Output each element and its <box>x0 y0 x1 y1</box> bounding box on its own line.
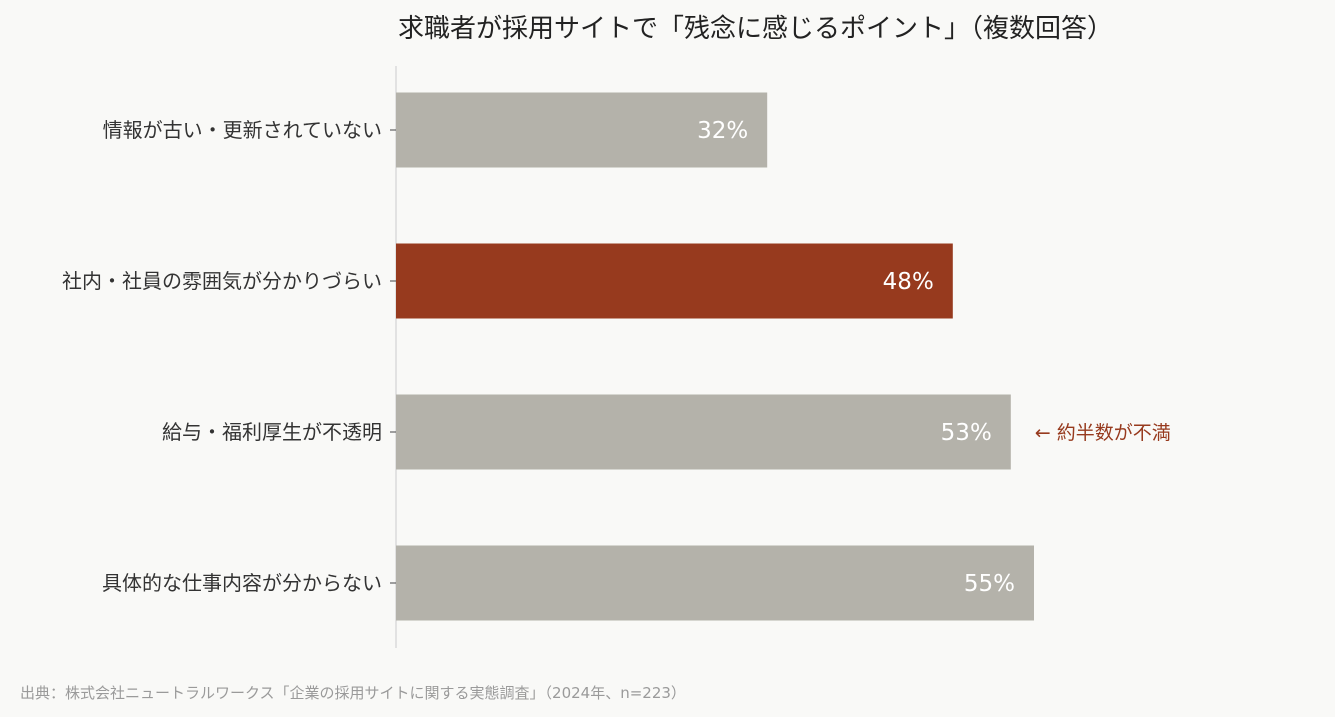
category-label: 社内・社員の雰囲気が分かりづらい <box>62 269 382 293</box>
category-label: 給与・福利厚生が不透明 <box>162 420 382 444</box>
chart-title: 求職者が採用サイトで「残念に感じるポイント」（複数回答） <box>398 14 1113 44</box>
category-label: 具体的な仕事内容が分からない <box>102 571 382 595</box>
bar <box>396 545 1034 621</box>
annotation-label: ← 約半数が不満 <box>1035 422 1171 444</box>
value-label: 32% <box>697 118 748 144</box>
bar-highlight <box>396 243 953 319</box>
bar <box>396 92 768 168</box>
category-label: 情報が古い・更新されていない <box>103 118 382 142</box>
value-label: 55% <box>964 571 1015 597</box>
bar <box>396 394 1011 470</box>
value-label: 48% <box>883 269 934 295</box>
bars-layer: 情報が古い・更新されていない 32% 社内・社員の雰囲気が分かりづらい 48% 給与・福… <box>62 92 1171 621</box>
source-note: 出典：株式会社ニュートラルワークス「企業の採用サイトに関する実態調査」（2024… <box>20 684 686 702</box>
value-label: 53% <box>941 420 992 446</box>
